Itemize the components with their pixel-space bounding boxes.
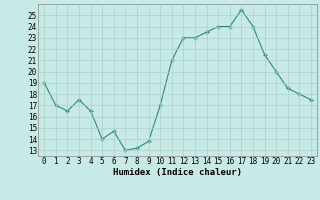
X-axis label: Humidex (Indice chaleur): Humidex (Indice chaleur) bbox=[113, 168, 242, 177]
